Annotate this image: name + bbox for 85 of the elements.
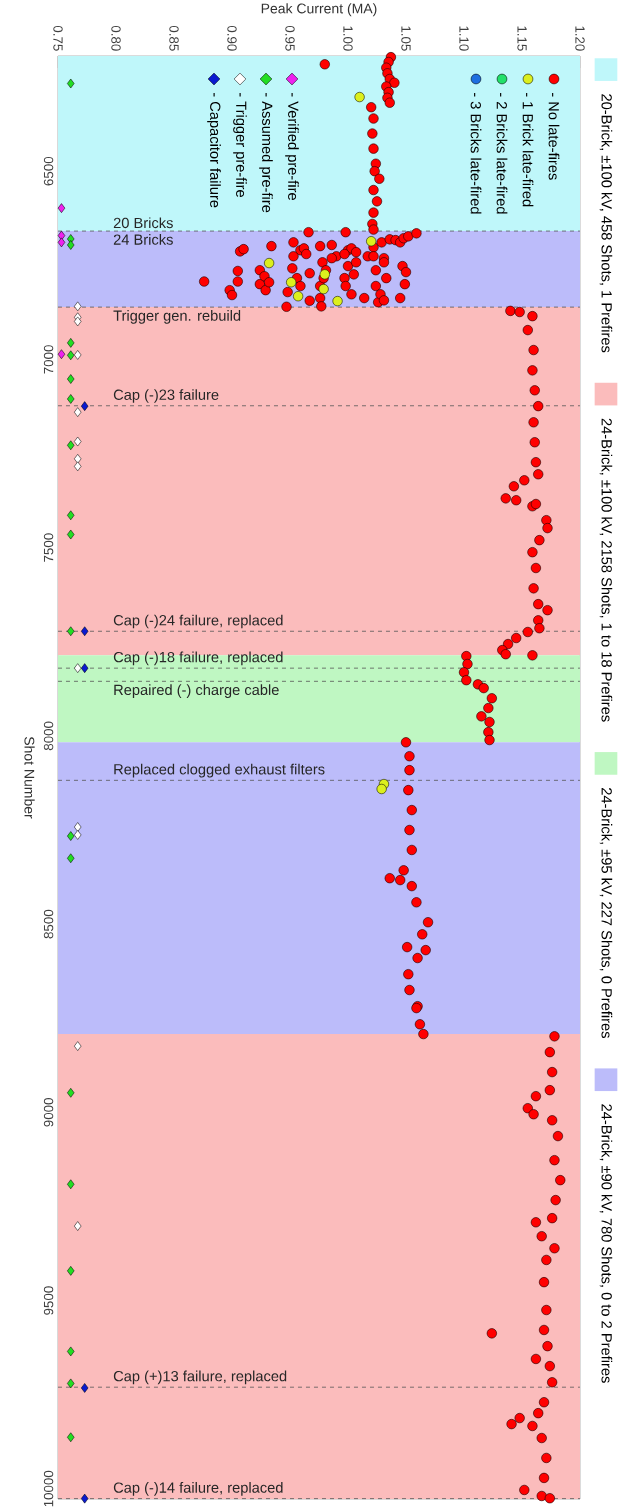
x-tick-label: 0.95 (285, 25, 295, 51)
point (319, 269, 330, 280)
y-tick-label: 9500 (43, 1286, 54, 1315)
y-tick-label: 10000 (43, 1470, 54, 1507)
ref-line-label: Repaired (-) charge cable (114, 684, 279, 698)
point (74, 407, 82, 417)
x-axis-title: Peak Current (MA) (261, 3, 377, 17)
point (74, 316, 82, 327)
point (74, 436, 82, 447)
ref-line-label: Cap (-)14 failure, replaced (113, 1482, 283, 1496)
ref-line-label: Replaced clogged exhaust filters (114, 763, 325, 778)
legend-label: - Trigger pre-fire (233, 92, 247, 197)
x-tick-label: 1.05 (401, 26, 411, 51)
point (67, 1378, 75, 1389)
ref-line-label: Cap (+)13 failure, replaced (113, 1370, 287, 1385)
point (354, 91, 365, 103)
y-tick-label: 9000 (43, 1098, 54, 1127)
legend-label: - Capacitor failure (207, 92, 221, 208)
point (67, 510, 75, 521)
x-tick-label: 0.90 (227, 25, 237, 51)
point (293, 291, 304, 302)
ref-line-label: Cap (-)24 failure, replaced (113, 614, 283, 629)
point (67, 374, 75, 384)
ref-line-label: Cap (-)18 failure, replaced (113, 651, 283, 666)
legend-label: - 3 Bricks late-fired (470, 92, 482, 214)
point (67, 350, 75, 361)
y-axis-title: Shot Number (24, 736, 35, 819)
point (57, 237, 66, 248)
point (74, 461, 82, 472)
y-tick-label: 8000 (43, 721, 54, 751)
legend-label: 24-Brick, ±90 kV, 780 Shots, 0 to 2 Prefires (599, 1104, 613, 1383)
legend-label: - Assumed pre-fire (259, 92, 273, 213)
point (81, 1383, 89, 1393)
ref-line-label: Trigger gen. rebuild (113, 310, 241, 324)
legend-label: 24-Brick, ±95 kV, 227 Shots, 0 Prefires (599, 788, 613, 1038)
x-tick-label: 0.75 (53, 25, 63, 51)
x-tick-label: 1.20 (575, 26, 585, 51)
point (81, 663, 89, 673)
point (67, 78, 75, 89)
legend-label: - Verified pre-fire (285, 92, 299, 200)
point (67, 1179, 75, 1190)
point (67, 1088, 75, 1098)
point (74, 301, 82, 312)
x-tick-label: 1.10 (459, 26, 469, 51)
point (332, 296, 343, 307)
x-tick-label: 1.00 (343, 26, 353, 51)
point (67, 394, 75, 404)
x-tick-label: 0.85 (169, 25, 179, 51)
point (67, 1346, 75, 1357)
band-label: 20-Brick, ±100 kV, 458 Shots, 1 Prefires (599, 94, 613, 353)
point (67, 338, 75, 348)
band-label: 24-Brick, ±100 kV, 2158 Shots, 1 to 18 Prefires (599, 418, 613, 722)
ref-line-label: 20 Bricks (113, 217, 173, 229)
x-tick-label: 1.15 (517, 26, 527, 51)
point (74, 663, 82, 673)
point (74, 350, 82, 360)
point (74, 1041, 82, 1051)
y-tick-label: 6500 (43, 156, 54, 186)
point (67, 1266, 75, 1276)
point (81, 626, 89, 637)
point (67, 529, 75, 540)
point (57, 203, 66, 213)
point (57, 349, 66, 359)
point (81, 1493, 89, 1504)
point (67, 440, 75, 451)
annotation: 24 Bricks (113, 234, 173, 245)
point (74, 830, 82, 840)
y-tick-label: 7500 (43, 533, 54, 562)
legend-label: - 2 Bricks late-fired (496, 92, 508, 214)
point (264, 258, 275, 269)
y-tick-label: 7000 (43, 345, 54, 374)
point (67, 831, 75, 841)
point (67, 240, 75, 250)
point (376, 783, 387, 795)
point (67, 1432, 75, 1443)
point (67, 853, 75, 864)
point (74, 1221, 82, 1231)
legend-label: - 1 Brick late-fired (522, 92, 534, 207)
ref-line-label: Cap (-)23 failure (113, 389, 219, 403)
point (74, 822, 82, 832)
point (67, 626, 75, 637)
point (81, 401, 89, 411)
x-tick-label: 0.80 (111, 25, 121, 51)
y-tick-label: 8500 (43, 909, 54, 939)
legend-label: - No late-fires (548, 92, 560, 180)
